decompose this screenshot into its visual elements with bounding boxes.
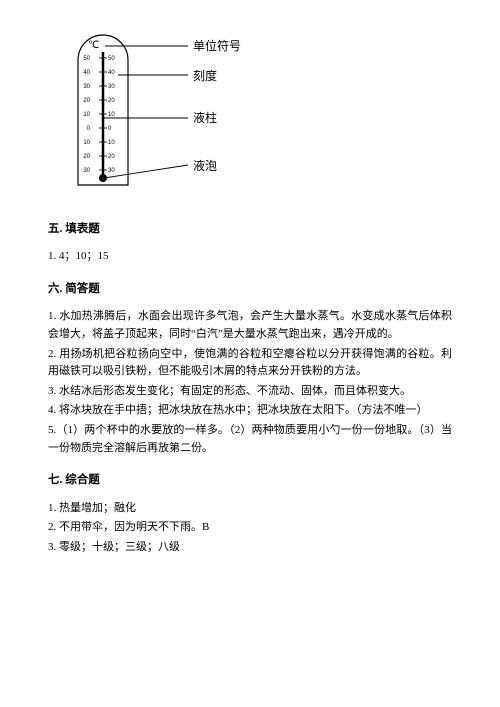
page-content: ℃ 50 40 30 20 10 0 10 20 30 50 40 30 <box>0 0 500 578</box>
s6-item-2: 2. 用扬场机把谷粒扬向空中，使饱满的谷粒和空瘪谷粒以分开获得饱满的谷粒。利用磁… <box>48 346 452 381</box>
label-unit-symbol: 单位符号 <box>193 38 241 53</box>
s7-item-1: 1. 热量增加；融化 <box>48 500 452 518</box>
svg-text:℃: ℃ <box>88 40 99 51</box>
svg-text:30: 30 <box>83 168 90 174</box>
svg-text:20: 20 <box>108 98 115 104</box>
svg-text:40: 40 <box>83 70 90 76</box>
s6-item-1: 1. 水加热沸腾后，水面会出现许多气泡，会产生大量水蒸气。水变成水蒸气后体积会增… <box>48 308 452 343</box>
svg-text:30: 30 <box>108 84 115 90</box>
svg-text:10: 10 <box>83 140 90 146</box>
svg-text:50: 50 <box>83 56 90 62</box>
s6-item-4: 4. 将冰块放在手中捂；把冰块放在热水中；把冰块放在太阳下。（方法不唯一） <box>48 402 452 420</box>
s6-item-3: 3. 水结冰后形态发生变化；有固定的形态、不流动、固体，而且体积变大。 <box>48 383 452 401</box>
svg-text:50: 50 <box>108 56 115 62</box>
s5-item-1: 1. 4；10；15 <box>48 248 452 266</box>
label-scale: 刻度 <box>193 68 217 83</box>
svg-text:10: 10 <box>83 112 90 118</box>
svg-text:30: 30 <box>83 84 90 90</box>
svg-text:20: 20 <box>83 154 90 160</box>
svg-text:40: 40 <box>108 70 115 76</box>
svg-text:30: 30 <box>108 168 115 174</box>
section-5-title: 五. 填表题 <box>48 220 452 238</box>
svg-text:20: 20 <box>83 98 90 104</box>
section-7-title: 七. 综合题 <box>48 471 452 489</box>
s7-item-2: 2. 不用带伞，因为明天不下雨。B <box>48 519 452 537</box>
thermometer-svg: ℃ 50 40 30 20 10 0 10 20 30 50 40 30 <box>68 30 288 190</box>
section-6-title: 六. 简答题 <box>48 280 452 298</box>
s6-item-5: 5.（1）两个杯中的水要放的一样多。（2）两种物质要用小勺一份一份地取。（3）当… <box>48 422 452 457</box>
svg-text:10: 10 <box>108 140 115 146</box>
thermometer-diagram: ℃ 50 40 30 20 10 0 10 20 30 50 40 30 <box>68 30 288 190</box>
label-liquid-column: 液柱 <box>193 110 217 125</box>
svg-text:20: 20 <box>108 154 115 160</box>
s7-item-3: 3. 零级；十级；三级；八级 <box>48 539 452 557</box>
label-liquid-bulb: 液泡 <box>193 158 217 173</box>
svg-text:10: 10 <box>108 112 115 118</box>
